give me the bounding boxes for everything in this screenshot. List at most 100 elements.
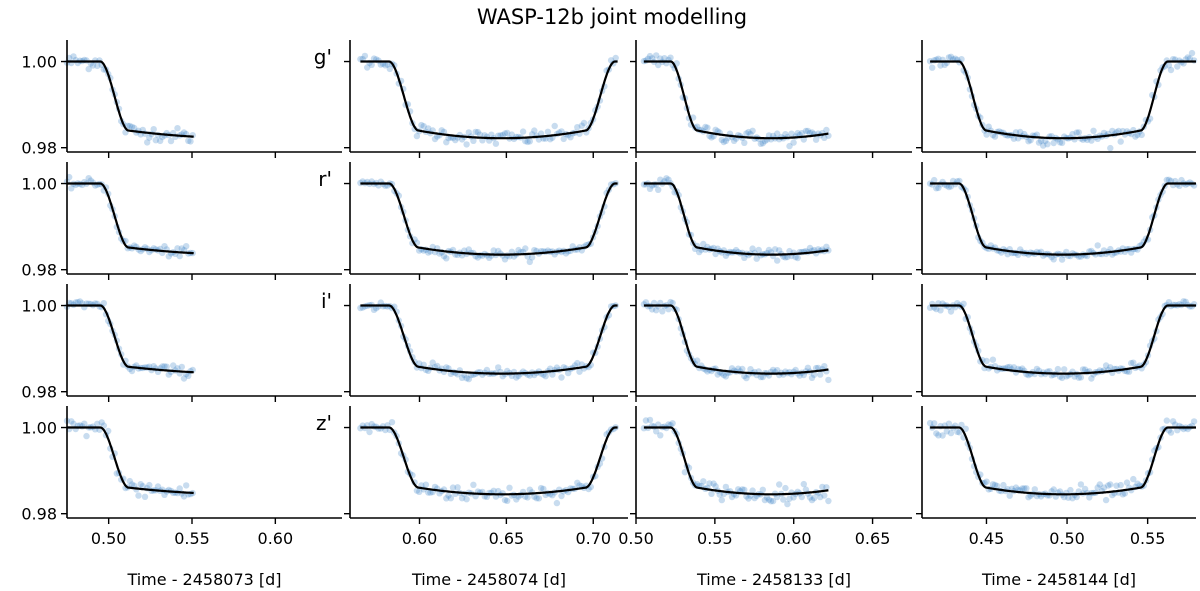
data-point xyxy=(794,129,801,137)
data-point xyxy=(774,257,781,264)
data-point xyxy=(165,253,172,260)
data-point xyxy=(802,127,810,135)
data-point xyxy=(739,365,746,373)
data-point xyxy=(657,176,664,183)
data-point xyxy=(1163,417,1171,424)
data-point xyxy=(504,497,511,504)
panel-g-col3 xyxy=(630,40,912,158)
data-point xyxy=(798,493,805,501)
data-point xyxy=(458,136,466,143)
data-point xyxy=(1102,496,1110,504)
data-point xyxy=(706,480,713,487)
data-point xyxy=(445,492,452,499)
data-point xyxy=(802,486,810,493)
data-point xyxy=(425,489,432,496)
data-point xyxy=(642,417,650,424)
data-point xyxy=(513,374,520,381)
data-point xyxy=(761,137,769,145)
data-point xyxy=(422,481,430,488)
panel-z-col2: 0.60 0.65 0.70 Time - 2458074 [d] xyxy=(344,406,628,589)
data-point xyxy=(531,246,538,254)
data-point xyxy=(501,496,509,504)
data-point xyxy=(463,141,470,148)
data-point xyxy=(416,247,423,254)
data-point xyxy=(463,496,470,503)
data-point xyxy=(739,486,746,493)
data-point xyxy=(983,357,990,365)
data-point xyxy=(1040,142,1047,149)
data-point xyxy=(823,126,830,134)
data-point xyxy=(667,54,674,61)
data-point xyxy=(495,487,502,495)
model-line xyxy=(360,304,618,375)
data-point xyxy=(989,356,997,363)
data-point xyxy=(821,492,828,499)
model-line xyxy=(930,60,1196,140)
data-point xyxy=(1107,364,1114,371)
data-point xyxy=(85,175,92,182)
data-point xyxy=(176,252,183,260)
data-point xyxy=(1050,139,1057,147)
data-point xyxy=(728,365,736,372)
data-point xyxy=(722,252,730,259)
data-point xyxy=(769,497,777,505)
data-point xyxy=(776,247,783,254)
data-point xyxy=(377,61,384,68)
data-point xyxy=(131,124,138,132)
data-point xyxy=(476,131,484,138)
data-point xyxy=(712,483,719,490)
data-point xyxy=(806,130,814,137)
data-point xyxy=(702,123,709,131)
data-point xyxy=(825,376,832,384)
data-point xyxy=(1065,494,1072,501)
data-point xyxy=(1119,491,1127,498)
data-point xyxy=(165,371,172,378)
data-point xyxy=(1035,139,1043,146)
data-point xyxy=(765,132,773,139)
data-point xyxy=(1132,133,1139,140)
model-line xyxy=(360,182,618,256)
data-point xyxy=(185,372,192,379)
data-point xyxy=(531,493,538,500)
x-tick-label: 0.70 xyxy=(575,529,611,548)
data-point xyxy=(560,135,567,143)
data-point xyxy=(751,494,758,502)
data-point xyxy=(1109,491,1116,499)
data-point xyxy=(1165,176,1173,183)
data-point xyxy=(1165,299,1173,306)
data-point xyxy=(817,493,824,501)
data-point xyxy=(1056,139,1064,146)
data-point xyxy=(1021,485,1028,492)
data-point xyxy=(804,127,812,135)
data-point xyxy=(465,246,472,253)
data-point xyxy=(935,184,942,192)
data-point xyxy=(730,137,738,144)
data-point xyxy=(1012,484,1020,491)
data-point xyxy=(1188,49,1196,57)
data-point xyxy=(187,138,194,145)
data-point xyxy=(989,481,997,488)
data-point xyxy=(483,366,491,374)
data-point xyxy=(418,121,425,129)
data-point xyxy=(68,418,75,425)
data-point xyxy=(463,375,470,382)
data-point xyxy=(1163,176,1171,184)
data-point xyxy=(790,139,797,146)
y-tick-label: 1.00 xyxy=(21,297,57,316)
chart-title: WASP-12b joint modelling xyxy=(477,5,747,29)
data-point xyxy=(70,420,77,427)
data-point xyxy=(769,366,777,374)
data-point xyxy=(782,484,789,492)
data-point xyxy=(452,136,459,144)
data-point xyxy=(937,62,944,69)
data-point xyxy=(180,493,188,500)
data-point xyxy=(178,245,185,252)
data-point xyxy=(735,486,742,493)
data-point xyxy=(490,247,497,254)
data-point xyxy=(522,137,529,145)
data-point xyxy=(945,183,953,191)
data-point xyxy=(1050,486,1057,493)
data-point xyxy=(141,493,149,500)
data-point xyxy=(370,55,378,62)
data-point xyxy=(945,420,953,427)
